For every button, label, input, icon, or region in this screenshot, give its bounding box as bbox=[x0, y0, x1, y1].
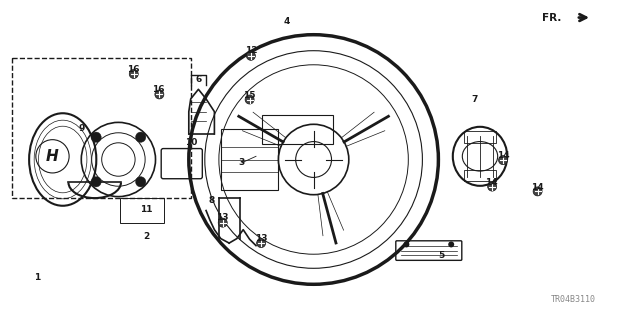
Circle shape bbox=[499, 156, 508, 165]
Text: 11: 11 bbox=[140, 205, 152, 214]
Text: 9: 9 bbox=[79, 124, 85, 133]
Circle shape bbox=[448, 241, 454, 248]
Circle shape bbox=[245, 95, 254, 104]
Circle shape bbox=[136, 132, 146, 142]
Bar bbox=[464, 170, 496, 181]
Bar bbox=[120, 198, 164, 223]
Circle shape bbox=[488, 182, 497, 191]
Text: 3: 3 bbox=[239, 158, 245, 167]
Circle shape bbox=[91, 177, 101, 187]
Text: 16: 16 bbox=[127, 65, 140, 74]
Text: 6: 6 bbox=[195, 75, 202, 84]
Circle shape bbox=[136, 177, 146, 187]
Circle shape bbox=[218, 218, 227, 227]
Text: 1: 1 bbox=[34, 273, 40, 282]
Text: H: H bbox=[46, 149, 59, 164]
Text: FR.: FR. bbox=[542, 12, 561, 23]
Text: 8: 8 bbox=[208, 197, 214, 205]
Text: 5: 5 bbox=[438, 251, 445, 260]
Circle shape bbox=[246, 51, 255, 60]
Text: 4: 4 bbox=[284, 17, 290, 26]
Text: 2: 2 bbox=[143, 232, 149, 241]
Circle shape bbox=[257, 239, 266, 248]
Text: 13: 13 bbox=[216, 213, 229, 222]
Circle shape bbox=[155, 90, 164, 99]
Text: 14: 14 bbox=[485, 178, 498, 187]
Circle shape bbox=[91, 132, 101, 142]
Text: TR04B3110: TR04B3110 bbox=[550, 295, 595, 304]
Circle shape bbox=[403, 241, 410, 248]
Text: 12: 12 bbox=[244, 46, 257, 55]
Text: 15: 15 bbox=[243, 91, 256, 100]
Text: 7: 7 bbox=[472, 95, 478, 104]
Bar bbox=[12, 58, 191, 198]
Text: 10: 10 bbox=[184, 138, 197, 147]
Bar bbox=[262, 115, 333, 144]
Text: 16: 16 bbox=[152, 85, 165, 94]
Text: 14: 14 bbox=[531, 183, 544, 192]
Bar bbox=[464, 131, 496, 143]
Text: 13: 13 bbox=[255, 234, 268, 243]
Bar bbox=[221, 129, 278, 190]
Text: 14: 14 bbox=[497, 151, 509, 160]
Circle shape bbox=[129, 70, 138, 78]
Circle shape bbox=[533, 187, 542, 196]
